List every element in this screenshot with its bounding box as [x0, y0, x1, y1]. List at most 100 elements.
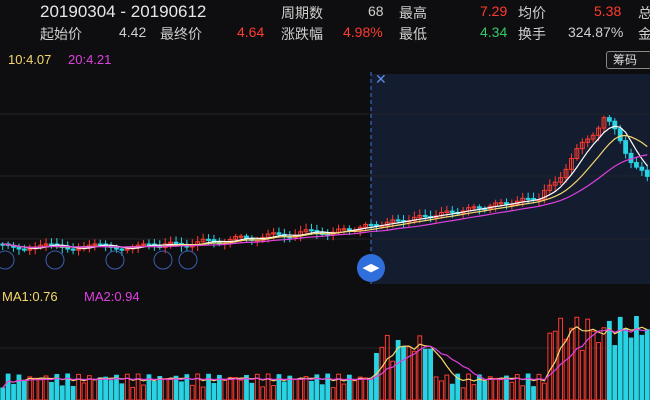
close-icon[interactable]: ✕	[375, 71, 387, 87]
candle-body	[341, 228, 347, 231]
volume-bar	[433, 376, 439, 400]
volume-bar	[466, 373, 471, 400]
volume-bar	[206, 373, 211, 400]
volume-bar	[227, 376, 233, 400]
volume-bar	[303, 376, 309, 400]
candle-body	[411, 216, 417, 222]
volume-bar	[168, 378, 174, 400]
candle-body	[16, 246, 22, 250]
candle-body	[541, 189, 547, 200]
period-count-value: 68	[368, 3, 384, 19]
volume-bar	[428, 348, 434, 400]
volume-bar	[504, 375, 509, 400]
low-label: 最低	[399, 26, 427, 42]
drag-handle-icon[interactable]: ◀▶	[357, 254, 385, 282]
volume-bar	[141, 384, 146, 400]
volume-bar	[569, 327, 574, 400]
volume-bar	[547, 332, 553, 400]
candle-body	[444, 210, 450, 214]
candle-body	[498, 202, 504, 205]
candle-body	[97, 243, 103, 246]
volume-bar	[606, 320, 612, 400]
candle-body	[363, 223, 369, 228]
end-price-value: 4.64	[237, 24, 265, 40]
volume-bar	[363, 377, 369, 400]
candle-body	[271, 232, 276, 235]
total-label: 总	[638, 5, 650, 21]
moving-average-line	[2, 125, 648, 250]
candle-body	[585, 138, 591, 143]
volume-bar	[319, 384, 325, 400]
volume-bar	[260, 386, 266, 400]
volume-bar	[216, 374, 222, 400]
candle-body	[21, 248, 27, 251]
volume-bar	[0, 387, 6, 400]
candle-body	[168, 241, 174, 245]
candle-body	[525, 197, 531, 201]
event-marker	[0, 250, 15, 270]
avg-label: 均价	[518, 5, 546, 21]
volume-bar	[639, 334, 645, 400]
volume-bar	[157, 375, 163, 400]
candle-body	[612, 120, 618, 130]
candle-body	[114, 246, 119, 250]
volume-bar	[11, 383, 16, 400]
chip-distribution-button[interactable]: 筹码	[606, 51, 650, 69]
candle-body	[422, 214, 428, 218]
volume-chart	[0, 316, 650, 400]
candle-body	[504, 202, 509, 205]
candlestick-chart[interactable]	[0, 64, 650, 284]
volume-bar	[346, 374, 352, 400]
volume-bar	[460, 387, 466, 400]
volume-bar	[54, 374, 60, 400]
high-label: 最高	[399, 5, 427, 21]
candle-body	[471, 206, 477, 209]
moving-average-line	[2, 154, 648, 248]
volume-bar	[379, 346, 385, 400]
volume-bar	[325, 373, 331, 400]
volume-bar	[249, 382, 255, 400]
turnover-label: 换手	[518, 26, 546, 42]
ma20-label: 20:4.21	[68, 52, 112, 67]
volume-bar	[579, 349, 585, 400]
high-value: 7.29	[480, 3, 508, 19]
candle-body	[276, 232, 282, 235]
candle-body	[265, 233, 271, 238]
candle-body	[395, 219, 401, 222]
event-marker	[153, 250, 173, 270]
volume-bar	[124, 373, 130, 400]
volume-bar	[531, 386, 536, 400]
candle-body	[639, 166, 645, 171]
candle-body	[43, 243, 49, 246]
volume-bar	[16, 374, 22, 400]
amount-label: 金	[638, 26, 650, 42]
volume-bar	[574, 316, 580, 400]
volume-bar	[449, 383, 455, 400]
volume-bar	[596, 342, 601, 400]
event-marker	[45, 250, 65, 270]
volume-bar	[200, 386, 206, 400]
selection-region	[371, 74, 650, 284]
volume-bar	[76, 373, 81, 400]
volume-bar	[309, 380, 314, 400]
volume-bar	[179, 381, 184, 400]
period-count-label: 周期数	[281, 5, 323, 21]
volume-bar	[601, 327, 607, 400]
volume-bar	[368, 379, 374, 400]
volume-bar	[476, 374, 482, 400]
candle-body	[563, 168, 569, 179]
volume-ma-line	[2, 328, 648, 389]
candle-body	[368, 223, 374, 227]
volume-bar	[471, 384, 477, 400]
volume-bar	[520, 385, 526, 400]
candle-body	[601, 117, 607, 129]
volume-bar	[151, 381, 157, 400]
volume-bar	[439, 380, 444, 400]
volume-bar	[401, 345, 406, 400]
volume-bar	[21, 380, 27, 400]
candle-body	[124, 248, 130, 251]
candle-body	[579, 141, 585, 150]
volume-bar	[233, 377, 239, 400]
volume-bar	[357, 376, 363, 400]
volume-bar	[628, 337, 634, 400]
